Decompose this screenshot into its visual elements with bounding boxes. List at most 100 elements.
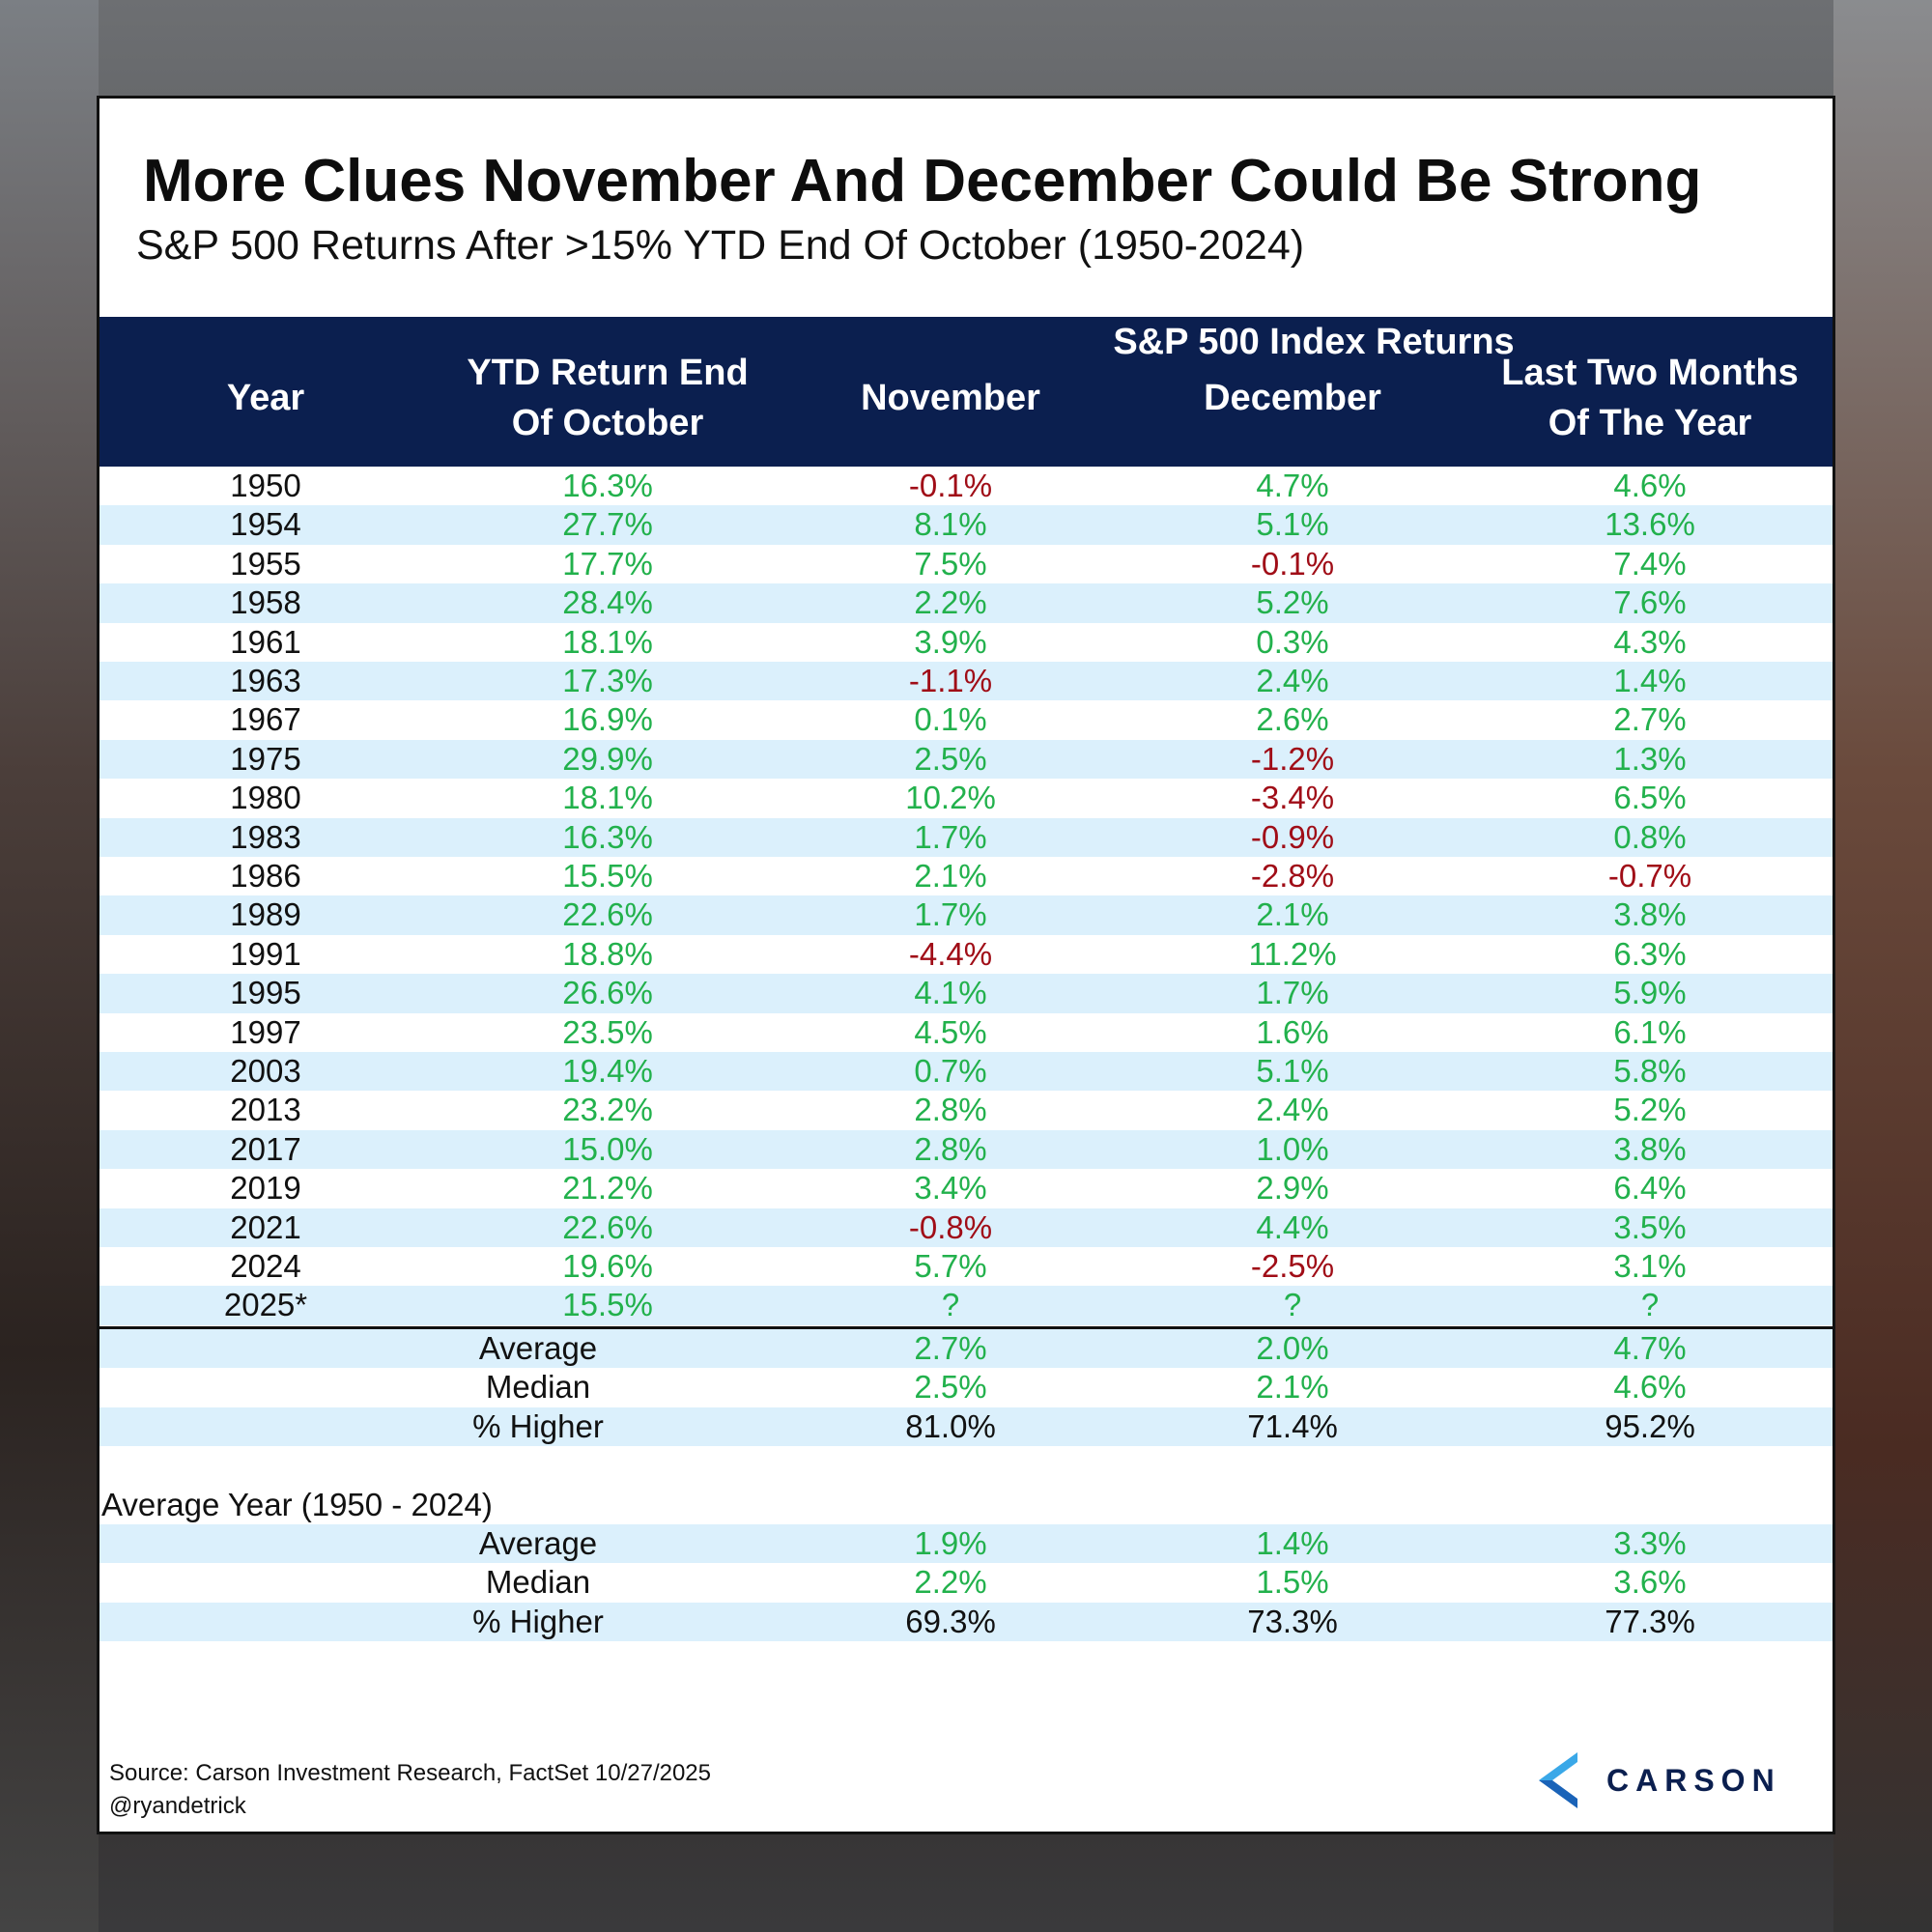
cell-year: 1967 [230, 701, 301, 738]
table-row: 2013 23.2% 2.8% 2.4% 5.2% [99, 1091, 1833, 1129]
cell-year: 2017 [230, 1130, 301, 1167]
table-row: 1995 26.6% 4.1% 1.7% 5.9% [99, 974, 1833, 1013]
cell-year: 1980 [230, 780, 301, 816]
cell-november: 2.2% [914, 584, 987, 621]
cell-year: 1975 [230, 740, 301, 777]
cell-year: 1958 [230, 584, 301, 621]
cell-december: 4.7% [1256, 468, 1329, 503]
summary-value: 4.6% [1613, 1369, 1687, 1406]
summary-value: 3.6% [1613, 1564, 1687, 1601]
cell-november: 4.1% [914, 975, 987, 1011]
summary-label: Average [478, 1525, 598, 1561]
summary-label: % Higher [472, 1603, 604, 1639]
table-row: 1991 18.8% -4.4% 11.2% 6.3% [99, 935, 1833, 974]
cell-november: -1.1% [908, 663, 993, 698]
table-row: 1961 18.1% 3.9% 0.3% 4.3% [99, 623, 1833, 662]
source-note: Source: Carson Investment Research, Fact… [109, 1760, 712, 1786]
cell-december: -2.5% [1250, 1248, 1335, 1284]
cell-december: ? [1283, 1287, 1302, 1323]
cell-december: -0.9% [1250, 818, 1335, 855]
summary-row: Median 2.2% 1.5% 3.6% [99, 1563, 1833, 1602]
summary-label: Median [485, 1564, 591, 1601]
summary-value: 1.5% [1256, 1564, 1329, 1601]
summary-value: 95.2% [1605, 1407, 1695, 1444]
cell-december: 1.7% [1256, 975, 1329, 1011]
summary-row: Average 1.9% 1.4% 3.3% [99, 1524, 1833, 1564]
table-row: 2024 19.6% 5.7% -2.5% 3.1% [99, 1247, 1833, 1286]
cell-year: 2021 [230, 1208, 301, 1245]
cell-november: 4.5% [914, 1013, 987, 1050]
cell-last-two-months: 5.9% [1613, 975, 1687, 1011]
cell-ytd: 28.4% [562, 584, 653, 621]
header-ytd-1: YTD Return End [467, 353, 749, 393]
cell-year: 1986 [230, 858, 301, 894]
cell-year: 2024 [230, 1248, 301, 1284]
summary-row: Median 2.5% 2.1% 4.6% [99, 1368, 1833, 1406]
summary-value: 71.4% [1247, 1407, 1338, 1444]
cell-december: 5.1% [1256, 1053, 1329, 1089]
table-row: 1997 23.5% 4.5% 1.6% 6.1% [99, 1013, 1833, 1052]
cell-december: -1.2% [1250, 740, 1335, 777]
cell-year: 1963 [230, 663, 301, 698]
cell-last-two-months: 7.6% [1613, 584, 1687, 621]
average-year-label: Average Year (1950 - 2024) [101, 1487, 493, 1522]
summary-value: 2.2% [914, 1564, 987, 1601]
cell-november: ? [941, 1287, 960, 1323]
cell-november: 10.2% [905, 780, 996, 816]
summary-label: % Higher [472, 1407, 604, 1444]
cell-last-two-months: 4.6% [1613, 468, 1687, 503]
cell-november: 0.7% [914, 1053, 987, 1089]
summary-value: 2.7% [914, 1330, 987, 1366]
cell-last-two-months: 13.6% [1605, 506, 1695, 543]
summary-value: 73.3% [1247, 1603, 1338, 1639]
cell-ytd: 21.2% [562, 1170, 653, 1207]
table-row: 2019 21.2% 3.4% 2.9% 6.4% [99, 1169, 1833, 1208]
cell-last-two-months: 3.8% [1613, 896, 1687, 933]
cell-december: 2.9% [1256, 1170, 1329, 1207]
cell-november: -0.8% [908, 1208, 993, 1245]
cell-november: 2.8% [914, 1092, 987, 1128]
cell-december: 2.4% [1256, 1092, 1329, 1128]
cell-december: 1.6% [1256, 1013, 1329, 1050]
cell-ytd: 23.5% [562, 1013, 653, 1050]
cell-year: 1954 [230, 506, 301, 543]
page-subtitle: S&P 500 Returns After >15% YTD End Of Oc… [136, 222, 1305, 269]
cell-november: 2.5% [914, 740, 987, 777]
summary-value: 81.0% [905, 1407, 996, 1444]
cell-ytd: 26.6% [562, 975, 653, 1011]
carson-logo: CARSON [1539, 1752, 1781, 1808]
header-year: Year [226, 378, 305, 418]
cell-last-two-months: 6.5% [1613, 780, 1687, 816]
summary-row: Average 2.7% 2.0% 4.7% [99, 1329, 1833, 1369]
header-december: December [1204, 378, 1381, 418]
cell-last-two-months: 7.4% [1613, 545, 1687, 582]
table-row: 1958 28.4% 2.2% 5.2% 7.6% [99, 583, 1833, 623]
cell-year: 1991 [230, 935, 301, 972]
cell-year: 1983 [230, 818, 301, 855]
table-row: 1955 17.7% 7.5% -0.1% 7.4% [99, 545, 1833, 583]
cell-november: 3.4% [914, 1170, 987, 1207]
cell-year: 1955 [230, 545, 301, 582]
cell-december: -3.4% [1250, 780, 1335, 816]
cell-december: 5.1% [1256, 506, 1329, 543]
header-last-1: Last Two Months [1501, 353, 1799, 393]
cell-year: 2003 [230, 1053, 301, 1089]
cell-year: 1997 [230, 1013, 301, 1050]
cell-last-two-months: 4.3% [1613, 623, 1687, 660]
table-row: 2017 15.0% 2.8% 1.0% 3.8% [99, 1129, 1833, 1170]
cell-ytd: 18.1% [562, 780, 653, 816]
header-november: November [861, 378, 1040, 418]
cell-last-two-months: 1.3% [1613, 740, 1687, 777]
table-header: S&P 500 Index Returns Year YTD Return En… [99, 317, 1833, 467]
cell-ytd: 29.9% [562, 740, 653, 777]
cell-ytd: 16.3% [562, 468, 653, 503]
cell-december: 0.3% [1256, 623, 1329, 660]
table-row: 1967 16.9% 0.1% 2.6% 2.7% [99, 700, 1833, 739]
cell-last-two-months: -0.7% [1607, 858, 1692, 894]
carson-chevron-icon [1539, 1752, 1577, 1808]
cell-ytd: 18.1% [562, 623, 653, 660]
cell-december: 2.6% [1256, 701, 1329, 738]
cell-last-two-months: 1.4% [1613, 663, 1687, 698]
cell-year: 1995 [230, 975, 301, 1011]
cell-last-two-months: 6.3% [1613, 935, 1687, 972]
